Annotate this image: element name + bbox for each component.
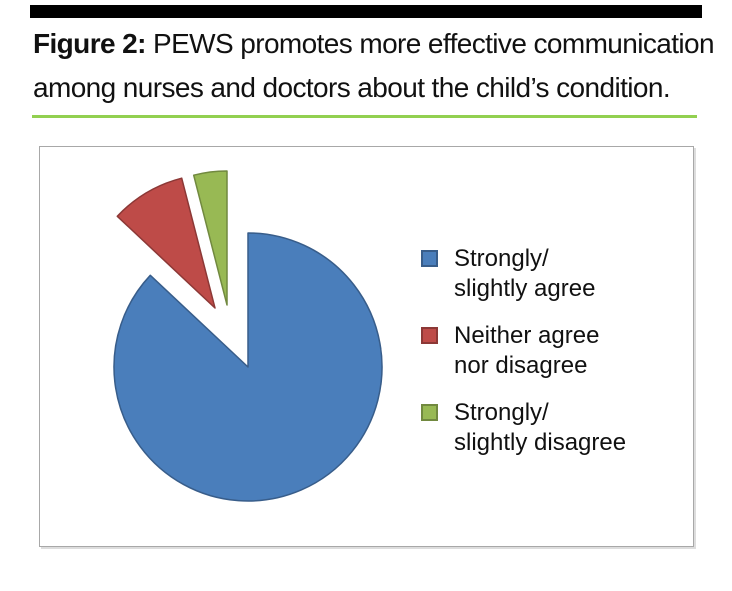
figure-caption-line1-text: PEWS promotes more effective communicati…: [145, 28, 715, 59]
legend-label-agree-line2: slightly agree: [454, 275, 596, 302]
pie-slice-0: [113, 232, 383, 502]
figure-caption-line1: Figure 2: PEWS promotes more effective c…: [33, 22, 721, 66]
pie-slice-1: [116, 177, 216, 309]
figure-caption: Figure 2: PEWS promotes more effective c…: [33, 22, 721, 110]
pie-slice-2: [192, 170, 228, 306]
figure-label: Figure 2:: [33, 28, 146, 59]
pie-chart: [113, 170, 383, 502]
caption-underline-rule: [32, 115, 697, 118]
legend-label-neither-line2: nor disagree: [454, 352, 588, 379]
legend-item-neither: Neither agree nor disagree: [421, 321, 626, 381]
legend-swatch-neither: [421, 327, 438, 344]
figure-caption-line2: among nurses and doctors about the child…: [33, 72, 671, 103]
pie-chart-panel: Strongly/ slightly agree Neither agree n…: [39, 146, 694, 547]
legend-item-agree: Strongly/ slightly agree: [421, 244, 626, 304]
legend-label-agree-line1: Strongly/: [454, 245, 549, 272]
legend-swatch-agree: [421, 250, 438, 267]
legend-swatch-disagree: [421, 404, 438, 421]
legend-label-disagree: Strongly/ slightly disagree: [454, 398, 626, 458]
legend-label-neither-line1: Neither agree: [454, 322, 600, 349]
legend-item-disagree: Strongly/ slightly disagree: [421, 398, 626, 458]
legend-label-disagree-line2: slightly disagree: [454, 429, 627, 456]
chart-legend: Strongly/ slightly agree Neither agree n…: [421, 244, 626, 458]
legend-label-disagree-line1: Strongly/: [454, 399, 549, 426]
legend-label-agree: Strongly/ slightly agree: [454, 244, 595, 304]
top-black-bar: [30, 5, 702, 18]
legend-label-neither: Neither agree nor disagree: [454, 321, 599, 381]
